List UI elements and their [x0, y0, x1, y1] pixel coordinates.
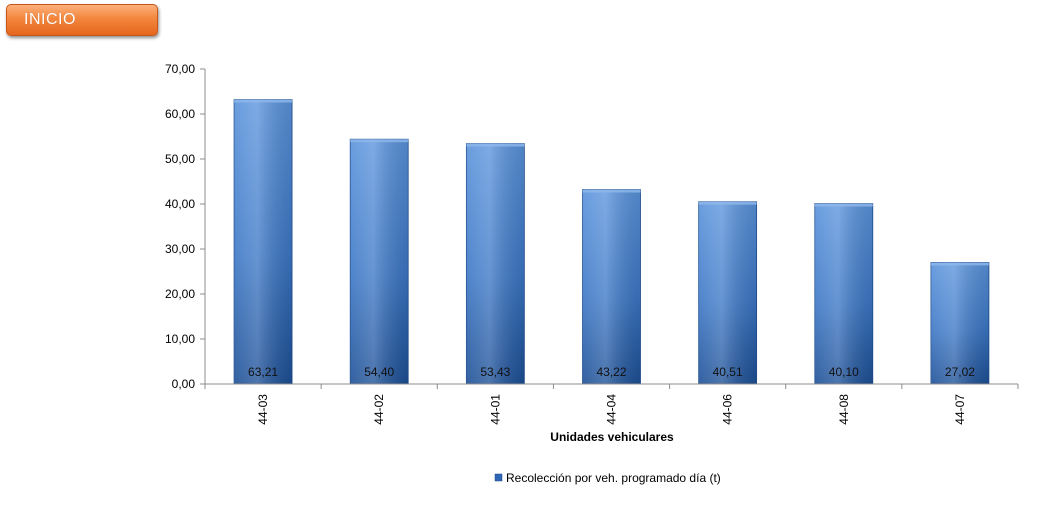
x-tick-label: 44-07: [953, 394, 967, 425]
bar-top-highlight: [466, 143, 525, 147]
data-label: 54,40: [364, 365, 394, 379]
y-tick-label: 40,00: [165, 197, 195, 211]
data-label: 40,51: [713, 365, 743, 379]
bar-shine: [466, 143, 525, 384]
x-axis-title: Unidades vehiculares: [550, 430, 674, 444]
bar-shine: [582, 189, 641, 384]
data-label: 63,21: [248, 365, 278, 379]
data-label: 27,02: [945, 365, 975, 379]
y-axis: 0,00 10,00 20,00 30,00 40,00 50,00 60,00 70,00: [165, 62, 206, 391]
bar-shine: [814, 203, 873, 384]
legend-swatch: [494, 473, 503, 482]
x-tick-label: 44-03: [256, 394, 270, 425]
y-tick-label: 70,00: [165, 62, 195, 76]
x-axis: 44-03 44-02 44-01 44-04 44-06 44-08 44-07: [204, 383, 1019, 425]
y-tick-label: 0,00: [172, 377, 196, 391]
bar-shine: [234, 99, 293, 385]
bar-top-highlight: [698, 201, 757, 205]
legend-label: Recolección por veh. programado día (t): [506, 471, 721, 485]
bar-top-highlight: [582, 189, 641, 193]
inicio-button[interactable]: INICIO: [6, 4, 158, 36]
data-label: 43,22: [596, 365, 626, 379]
inicio-button-label: INICIO: [24, 11, 76, 28]
bar-shine: [350, 139, 409, 384]
data-label: 40,10: [829, 365, 859, 379]
bar-top-highlight: [814, 203, 873, 207]
x-tick-label: 44-04: [605, 394, 619, 425]
y-tick-label: 60,00: [165, 107, 195, 121]
bar-top-highlight: [234, 99, 293, 103]
bar-shine: [698, 201, 757, 384]
y-tick-label: 30,00: [165, 242, 195, 256]
y-tick-label: 10,00: [165, 332, 195, 346]
data-label: 53,43: [480, 365, 510, 379]
x-tick-label: 44-02: [372, 394, 386, 425]
bar-top-highlight: [350, 139, 409, 143]
bar-top-highlight: [930, 262, 989, 266]
y-tick-label: 20,00: [165, 287, 195, 301]
bar-shine: [930, 262, 989, 384]
x-tick-label: 44-08: [837, 394, 851, 425]
legend: Recolección por veh. programado día (t): [494, 471, 721, 485]
y-tick-label: 50,00: [165, 152, 195, 166]
bars: 63,21 54,40 53,43 43,22 40,51 40,10 27,02: [233, 99, 990, 385]
x-tick-label: 44-01: [488, 394, 502, 425]
x-tick-label: 44-06: [721, 394, 735, 425]
